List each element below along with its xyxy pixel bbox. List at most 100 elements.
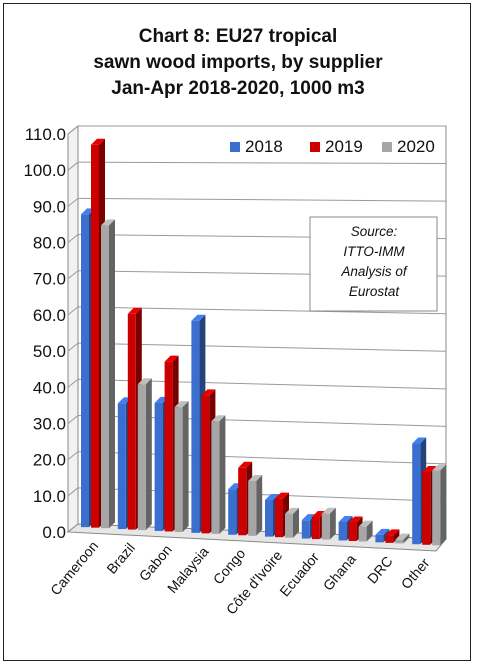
bar-2019 [91, 144, 99, 528]
bar-2020 [174, 407, 183, 532]
bar-2020 [211, 421, 220, 534]
bar-2020-side [145, 378, 152, 531]
bar-2019-top [91, 138, 105, 145]
chart-title-line: sawn wood imports, by supplier [93, 52, 383, 73]
bar-2020-top [137, 378, 152, 385]
bar-2019-top [238, 461, 253, 468]
bar-chart: Chart 8: EU27 tropical sawn wood imports,… [23, 26, 448, 617]
bar-2019-side [393, 529, 400, 543]
bar-2020-top [285, 507, 299, 514]
bar-2019 [164, 361, 173, 532]
bar-2020 [321, 513, 330, 540]
chart-frame: Chart 8: EU27 tropical sawn wood imports,… [3, 3, 471, 661]
source-box [309, 216, 438, 312]
bar-2018 [375, 534, 384, 543]
bar-2020-side [366, 520, 373, 542]
gridline-side [67, 378, 79, 388]
gridline-side [67, 487, 79, 497]
gridline [77, 161, 447, 165]
gridline-side [67, 234, 79, 243]
legend-swatch-2018 [230, 142, 240, 152]
bar-2018 [301, 520, 310, 539]
bar-2019-top [311, 510, 326, 517]
bar-2020-side [329, 507, 336, 540]
bar-2018 [117, 403, 126, 530]
bar-2018-top [412, 437, 427, 444]
bar-2018 [154, 402, 163, 531]
bar-2020-side [440, 464, 447, 546]
gridline-side [67, 306, 79, 316]
bar-2019 [127, 313, 136, 530]
legend-label-2018: 2018 [245, 137, 283, 156]
bar-2018 [265, 500, 273, 537]
bar-2020-top [321, 507, 336, 514]
bar-2019-top [348, 516, 363, 523]
bar-2018 [338, 521, 347, 541]
bar-2019-top [127, 307, 142, 314]
bar-2020-side [293, 507, 299, 538]
bar-2018 [191, 320, 200, 533]
source-text: Source: [351, 224, 398, 239]
bar-2019-top [201, 389, 216, 396]
bar-2020-top [101, 219, 115, 226]
y-tick-label: 40.0 [33, 378, 66, 397]
bar-2020-side [256, 474, 263, 536]
bar-2019 [311, 516, 320, 540]
chart-title-line: Chart 8: EU27 tropical [139, 26, 338, 47]
bar-2020 [432, 470, 441, 546]
bar-2019 [348, 522, 357, 541]
x-category-label: Congo [210, 545, 249, 587]
y-tick-label: 100.0 [23, 161, 66, 180]
bar-2020 [137, 384, 146, 531]
bar-2020-top [395, 533, 410, 540]
bar-2020 [101, 225, 109, 529]
bar-2020-top [174, 401, 189, 408]
bar-2019 [201, 395, 210, 534]
bar-2019 [275, 498, 283, 538]
x-category-label: Brazil [103, 540, 138, 577]
bar-2019-top [164, 355, 179, 362]
bar-2020-side [182, 401, 189, 532]
bar-2018 [81, 214, 89, 528]
bar-2020-top [358, 520, 373, 527]
x-category-label: Other [398, 555, 433, 592]
y-tick-label: 50.0 [33, 342, 66, 361]
bar-2019-top [422, 465, 437, 472]
x-category-label: Cameroon [47, 538, 101, 598]
bar-2020-side [219, 415, 226, 534]
bar-2018-top [338, 515, 353, 522]
source-text: ITTO-IMM [343, 244, 405, 259]
bar-2020 [248, 480, 257, 536]
x-category-label: Ghana [320, 551, 359, 594]
source-text: Analysis of [340, 264, 408, 279]
y-tick-label: 90.0 [33, 197, 66, 216]
y-tick-label: 60.0 [33, 306, 66, 325]
bar-2018-top [191, 314, 206, 321]
bar-2020 [285, 513, 293, 538]
bar-2019 [422, 471, 431, 545]
bar-2018 [412, 443, 421, 545]
bar-2018-top [301, 514, 316, 521]
gridline-side [67, 451, 79, 461]
bar-2020-top [432, 464, 447, 471]
y-tick-label: 110.0 [25, 125, 66, 144]
gridline-side [67, 161, 79, 171]
y-tick-label: 70.0 [33, 270, 66, 289]
x-category-label: Gabon [136, 542, 175, 584]
legend-label-2020: 2020 [397, 137, 435, 156]
y-tick-label: 20.0 [33, 451, 66, 470]
bar-2019 [238, 467, 247, 536]
source-text: Eurostat [349, 284, 401, 299]
y-tick-label: 30.0 [33, 414, 66, 433]
gridline-side [67, 415, 79, 424]
bar-2019-top [275, 492, 289, 499]
bar-2020-side [403, 533, 410, 544]
bar-2019-top [385, 529, 400, 536]
bar-2020-side [109, 219, 115, 529]
bar-2020-top [248, 474, 263, 481]
y-tick-label: 10.0 [33, 487, 66, 506]
bar-2018-top [375, 528, 390, 535]
plot-side-wall [67, 124, 79, 534]
legend-swatch-2019 [310, 142, 320, 152]
chart-title-line: Jan-Apr 2018-2020, 1000 m3 [111, 78, 365, 99]
